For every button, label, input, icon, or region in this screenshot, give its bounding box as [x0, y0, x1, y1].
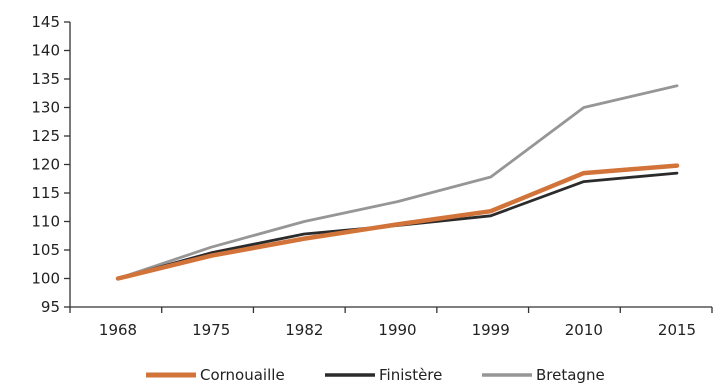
x-tick-label: 1999: [472, 321, 510, 339]
y-tick-label: 115: [31, 184, 60, 202]
legend-label-bretagne: Bretagne: [536, 366, 605, 384]
x-tick-label: 1968: [99, 321, 137, 339]
series-line-bretagne: [116, 84, 679, 280]
y-tick-label: 140: [31, 42, 60, 60]
x-tick-label: 1975: [192, 321, 230, 339]
legend-label-cornouaille: Cornouaille: [200, 366, 285, 384]
y-tick-label: 105: [31, 241, 60, 259]
x-tick-label: 2010: [565, 321, 603, 339]
y-tick-label: 145: [31, 13, 60, 31]
series-line-cornouaille: [115, 163, 680, 281]
y-tick-label: 130: [31, 99, 60, 117]
y-tick-label: 110: [31, 213, 60, 231]
y-tick-label: 135: [31, 70, 60, 88]
legend-label-finist-re: Finistère: [379, 366, 442, 384]
x-tick-label: 2015: [658, 321, 696, 339]
y-tick-label: 120: [31, 156, 60, 174]
y-tick-label: 125: [31, 127, 60, 145]
x-tick-label: 1990: [378, 321, 416, 339]
legend: Cornouaille Finistère Bretagne: [146, 366, 605, 384]
x-tick-label: 1982: [285, 321, 323, 339]
y-tick-label: 95: [41, 298, 60, 316]
x-axis: 1968 1975 1982 1990 1999 2010 2015: [69, 306, 713, 339]
series-lines: [115, 84, 680, 281]
y-tick-label: 100: [31, 270, 60, 288]
y-axis: 95 100 105 110 115 120 125 130 135 140 145: [31, 13, 71, 316]
